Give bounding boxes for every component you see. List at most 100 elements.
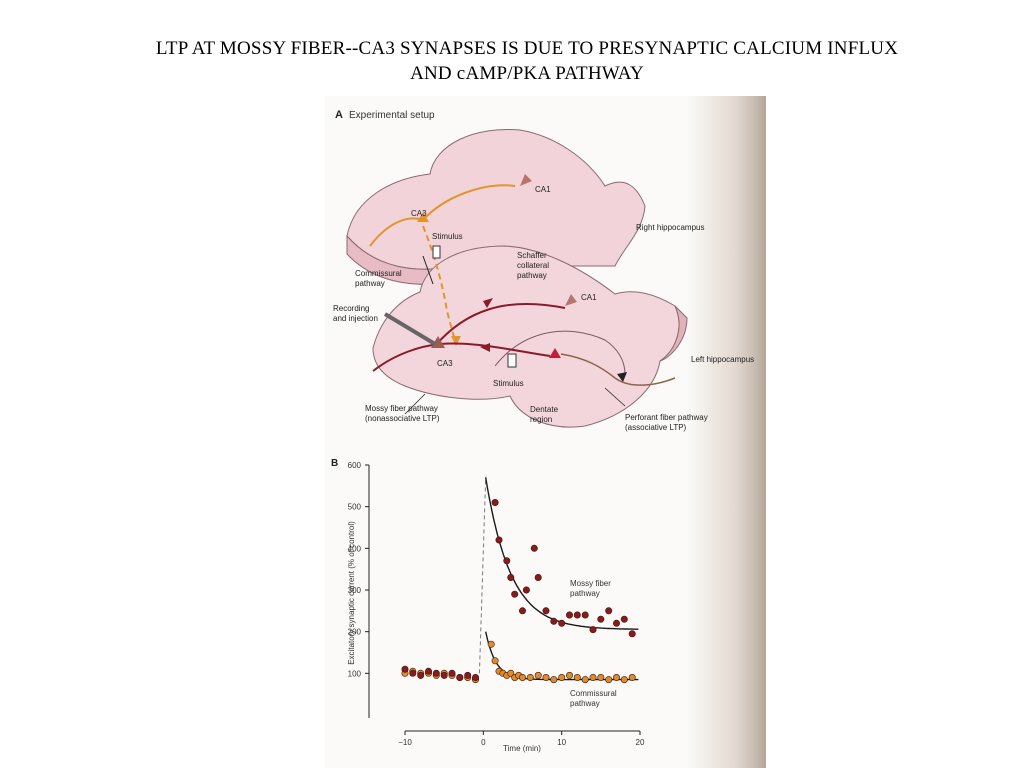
schaffer-arrow-head: [483, 298, 493, 308]
mossy-data-point: [401, 665, 409, 673]
mossy-data-point: [530, 544, 538, 552]
commissural-data-point: [550, 676, 558, 684]
mossy-data-point: [558, 619, 566, 627]
panel-a-heading: Experimental setup: [349, 110, 435, 121]
textbook-figure: A Experimental setup CA1 CA3 Stimulus Ri…: [325, 96, 766, 768]
mossy-data-point: [519, 607, 527, 615]
y-tick-label: 500: [348, 503, 362, 512]
stimulus-top-arrow: [422, 255, 434, 285]
commissural-data-point: [589, 674, 597, 682]
left-hippocampus-label: Left hippocampus: [691, 355, 754, 364]
commissural-data-point: [519, 674, 527, 682]
commissural-label-1: Commissural: [355, 269, 402, 278]
x-axis-label: Time (min): [503, 744, 541, 753]
recording-electrode: [383, 312, 437, 346]
commissural-axon: [422, 184, 516, 221]
panel-a-letter: A: [335, 109, 343, 121]
chart-points: [401, 498, 636, 684]
mossy-data-point: [522, 586, 530, 594]
y-tick-label: 300: [348, 586, 362, 595]
commissural-data-point: [487, 640, 495, 648]
schaffer-label-1: Schaffer: [517, 251, 547, 260]
ca1-right-neuron: [520, 174, 532, 186]
perforant-arrow-head: [617, 372, 627, 382]
commissural-pathway-line: [369, 217, 424, 247]
recording-label-2: and injection: [333, 314, 378, 323]
x-tick-label: 20: [636, 738, 645, 747]
x-tick-label: 10: [557, 738, 566, 747]
ca3-left-neuron: [431, 336, 445, 348]
commissural-data-point: [628, 674, 636, 682]
panel-b-letter: B: [331, 458, 338, 469]
mossy-data-point: [472, 674, 480, 682]
y-tick-label: 600: [348, 461, 362, 470]
mossy-data-point: [464, 671, 472, 679]
ca1-left-neuron: [565, 294, 577, 306]
right-hippocampus-label: Right hippocampus: [636, 223, 704, 232]
mossy-label-1: Mossy fiber pathway: [365, 404, 438, 413]
commissural-data-point: [534, 671, 542, 679]
commissural-data-point: [558, 674, 566, 682]
mossy-fit-curve: [485, 476, 639, 630]
perforant-fiber-line: [560, 353, 676, 386]
mossy-label-leader: [404, 393, 426, 415]
x-tick-label: 0: [481, 738, 486, 747]
mossy-data-point: [491, 498, 499, 506]
schaffer-label-2: collateral: [517, 261, 549, 270]
mossy-label-2: (nonassociative LTP): [365, 414, 440, 423]
perforant-label-leader: [604, 387, 626, 407]
commissural-data-point: [491, 657, 499, 665]
perforant-label-1: Perforant fiber pathway: [625, 413, 708, 422]
mossy-data-point: [495, 536, 503, 544]
mossy-data-point: [542, 607, 550, 615]
series-label-mossy-2: pathway: [570, 589, 600, 598]
mossy-data-point: [612, 619, 620, 627]
stimulus-dashed-line: [478, 477, 487, 674]
commissural-data-point: [542, 674, 550, 682]
slide-title: LTP AT MOSSY FIBER--CA3 SYNAPSES IS DUE …: [0, 36, 1024, 86]
commissural-label-2: pathway: [355, 279, 385, 288]
mossy-data-point: [597, 615, 605, 623]
ca3-right-neuron: [417, 212, 429, 222]
ca3-left-label: CA3: [437, 359, 453, 368]
mossy-data-point: [628, 630, 636, 638]
mossy-data-point: [534, 574, 542, 582]
mossy-data-point: [432, 669, 440, 677]
panel-a-diagram: A Experimental setup CA1 CA3 Stimulus Ri…: [333, 109, 754, 432]
series-label-commissural-1: Commissural: [570, 689, 617, 698]
dentate-region-outline: [494, 330, 626, 375]
commissural-data-point: [581, 676, 589, 684]
y-tick-label: 400: [348, 544, 362, 553]
dentate-label-2: region: [530, 415, 552, 424]
commissural-data-point: [566, 671, 574, 679]
schaffer-collateral-line: [434, 302, 566, 347]
mossy-data-point: [448, 669, 456, 677]
dentate-label-1: Dentate: [530, 405, 559, 414]
ca3-right-label: CA3: [411, 209, 427, 218]
stimulus-electrode-bottom: [507, 353, 517, 368]
slide-title-line-1: LTP AT MOSSY FIBER--CA3 SYNAPSES IS DUE …: [155, 38, 899, 59]
commissural-data-point: [573, 674, 581, 682]
commissural-arrow-head: [451, 336, 461, 346]
commissural-cross-fiber: [422, 225, 456, 341]
mossy-data-point: [511, 590, 519, 598]
mossy-data-point: [417, 671, 425, 679]
mossy-data-point: [425, 667, 433, 675]
commissural-data-point: [612, 674, 620, 682]
granule-cell-neuron: [549, 348, 561, 358]
mossy-data-point: [456, 674, 464, 682]
mossy-data-point: [573, 611, 581, 619]
mossy-data-point: [581, 611, 589, 619]
stimulus-top-label: Stimulus: [432, 232, 463, 241]
mossy-data-point: [409, 669, 417, 677]
y-tick-label: 200: [348, 628, 362, 637]
commissural-data-point: [605, 676, 613, 684]
recording-label-1: Recording: [333, 304, 369, 313]
mossy-data-point: [503, 557, 511, 565]
mossy-data-point: [566, 611, 574, 619]
ca1-left-label: CA1: [581, 293, 597, 302]
mossy-data-point: [440, 671, 448, 679]
y-tick-label: 100: [348, 669, 362, 678]
stimulus-electrode-top: [432, 245, 441, 259]
chart-axes: 100 200 300 400 500 600 −10 0 10 20: [348, 461, 645, 747]
